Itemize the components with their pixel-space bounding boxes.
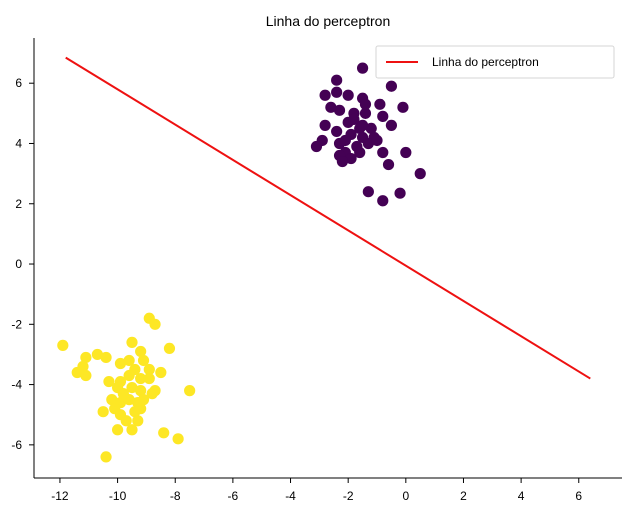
x-tick-label: 4 <box>518 489 525 503</box>
data-point-class-1 <box>382 158 395 171</box>
perceptron-line <box>65 56 591 380</box>
y-tick-label: -2 <box>11 317 22 331</box>
x-tick-label: 2 <box>460 489 467 503</box>
y-tick-label: -4 <box>11 378 22 392</box>
data-point-class-1 <box>348 113 360 125</box>
data-point-class-2 <box>158 427 170 439</box>
data-point-class-2 <box>135 385 147 397</box>
chart-title: Linha do perceptron <box>266 13 391 29</box>
data-point-class-2 <box>123 354 135 367</box>
legend-box <box>375 45 615 79</box>
x-tick-label: -2 <box>343 489 354 503</box>
data-point-class-1 <box>377 195 389 207</box>
data-point-class-1 <box>319 89 331 101</box>
data-point-class-1 <box>362 137 374 150</box>
data-point-class-1 <box>359 98 372 110</box>
data-point-class-2 <box>80 351 92 364</box>
data-point-class-1 <box>377 146 389 159</box>
x-tick-label: -6 <box>228 489 239 503</box>
x-tick-label: -12 <box>51 489 69 503</box>
data-point-class-2 <box>132 415 144 427</box>
data-point-class-1 <box>331 125 343 138</box>
data-point-class-2 <box>109 403 121 415</box>
data-point-class-2 <box>106 394 118 406</box>
data-point-class-2 <box>163 342 176 355</box>
legend-label: Linha do perceptron <box>432 55 539 69</box>
x-tick-label: 0 <box>402 489 409 503</box>
perceptron-line-layer <box>65 56 591 380</box>
y-tick-label: 4 <box>15 136 22 150</box>
data-point-class-2 <box>143 363 155 376</box>
data-point-class-2 <box>135 372 147 385</box>
data-point-class-2 <box>135 403 147 415</box>
data-point-class-1 <box>342 89 354 101</box>
data-point-class-1 <box>414 168 426 180</box>
data-point-class-1 <box>365 122 377 135</box>
y-tick-label: 0 <box>15 257 22 271</box>
legend: Linha do perceptron <box>375 45 615 79</box>
data-point-class-1 <box>354 146 366 159</box>
data-point-class-2 <box>135 345 147 358</box>
data-point-class-2 <box>100 351 112 364</box>
data-point-class-2 <box>111 424 124 436</box>
data-point-class-2 <box>91 348 104 361</box>
data-point-class-2 <box>146 388 158 400</box>
x-ticks: -12 -10 -8 -6 -4 -2 0 2 4 6 <box>51 478 582 503</box>
data-point-class-2 <box>120 415 132 427</box>
data-point-class-1 <box>359 107 372 119</box>
data-point-class-2 <box>71 366 83 379</box>
data-point-class-2 <box>172 433 184 445</box>
data-point-class-2 <box>143 372 155 385</box>
x-tick-label: 6 <box>575 489 582 503</box>
data-point-class-1 <box>356 119 369 131</box>
data-point-class-2 <box>149 318 161 330</box>
data-point-class-2 <box>97 406 109 418</box>
data-point-class-2 <box>155 366 167 379</box>
data-point-class-1 <box>362 186 374 198</box>
data-point-class-1 <box>325 101 337 113</box>
axes <box>33 38 622 479</box>
y-ticks: -6 -4 -2 0 2 4 6 <box>11 76 34 452</box>
data-point-class-2 <box>114 357 127 370</box>
x-tick-label: -4 <box>285 489 296 503</box>
data-point-class-2 <box>184 385 196 397</box>
x-tick-label: -8 <box>170 489 181 503</box>
data-point-class-2 <box>126 424 138 436</box>
data-point-class-1 <box>331 86 343 98</box>
data-point-class-1 <box>374 98 386 110</box>
data-point-class-1 <box>339 134 351 147</box>
data-point-class-2 <box>117 388 129 400</box>
data-point-class-1 <box>331 74 343 86</box>
y-tick-label: -6 <box>11 438 22 452</box>
data-point-class-2 <box>57 339 69 351</box>
data-point-class-1 <box>377 110 389 122</box>
data-point-class-1 <box>371 134 383 147</box>
data-point-class-2 <box>103 375 115 388</box>
data-point-class-1 <box>400 146 412 159</box>
y-tick-label: 6 <box>15 76 22 90</box>
data-point-class-1 <box>333 104 346 116</box>
data-point-class-1 <box>336 155 349 168</box>
data-point-class-1 <box>356 62 369 74</box>
x-tick-label: -10 <box>109 489 127 503</box>
data-point-class-2 <box>137 394 150 406</box>
y-tick-label: 2 <box>15 197 22 211</box>
data-point-class-1 <box>319 119 331 131</box>
data-point-class-1 <box>397 101 409 113</box>
data-point-class-1 <box>310 140 323 153</box>
data-point-class-1 <box>385 119 398 131</box>
data-point-class-2 <box>100 451 112 463</box>
data-point-class-2 <box>80 369 92 382</box>
data-point-class-2 <box>126 381 138 394</box>
scatter-points <box>57 62 426 463</box>
data-point-class-2 <box>123 369 135 382</box>
data-point-class-1 <box>394 187 406 199</box>
data-point-class-1 <box>385 80 398 92</box>
data-point-class-2 <box>126 336 138 348</box>
data-point-class-1 <box>345 152 357 165</box>
data-point-class-2 <box>137 354 150 367</box>
